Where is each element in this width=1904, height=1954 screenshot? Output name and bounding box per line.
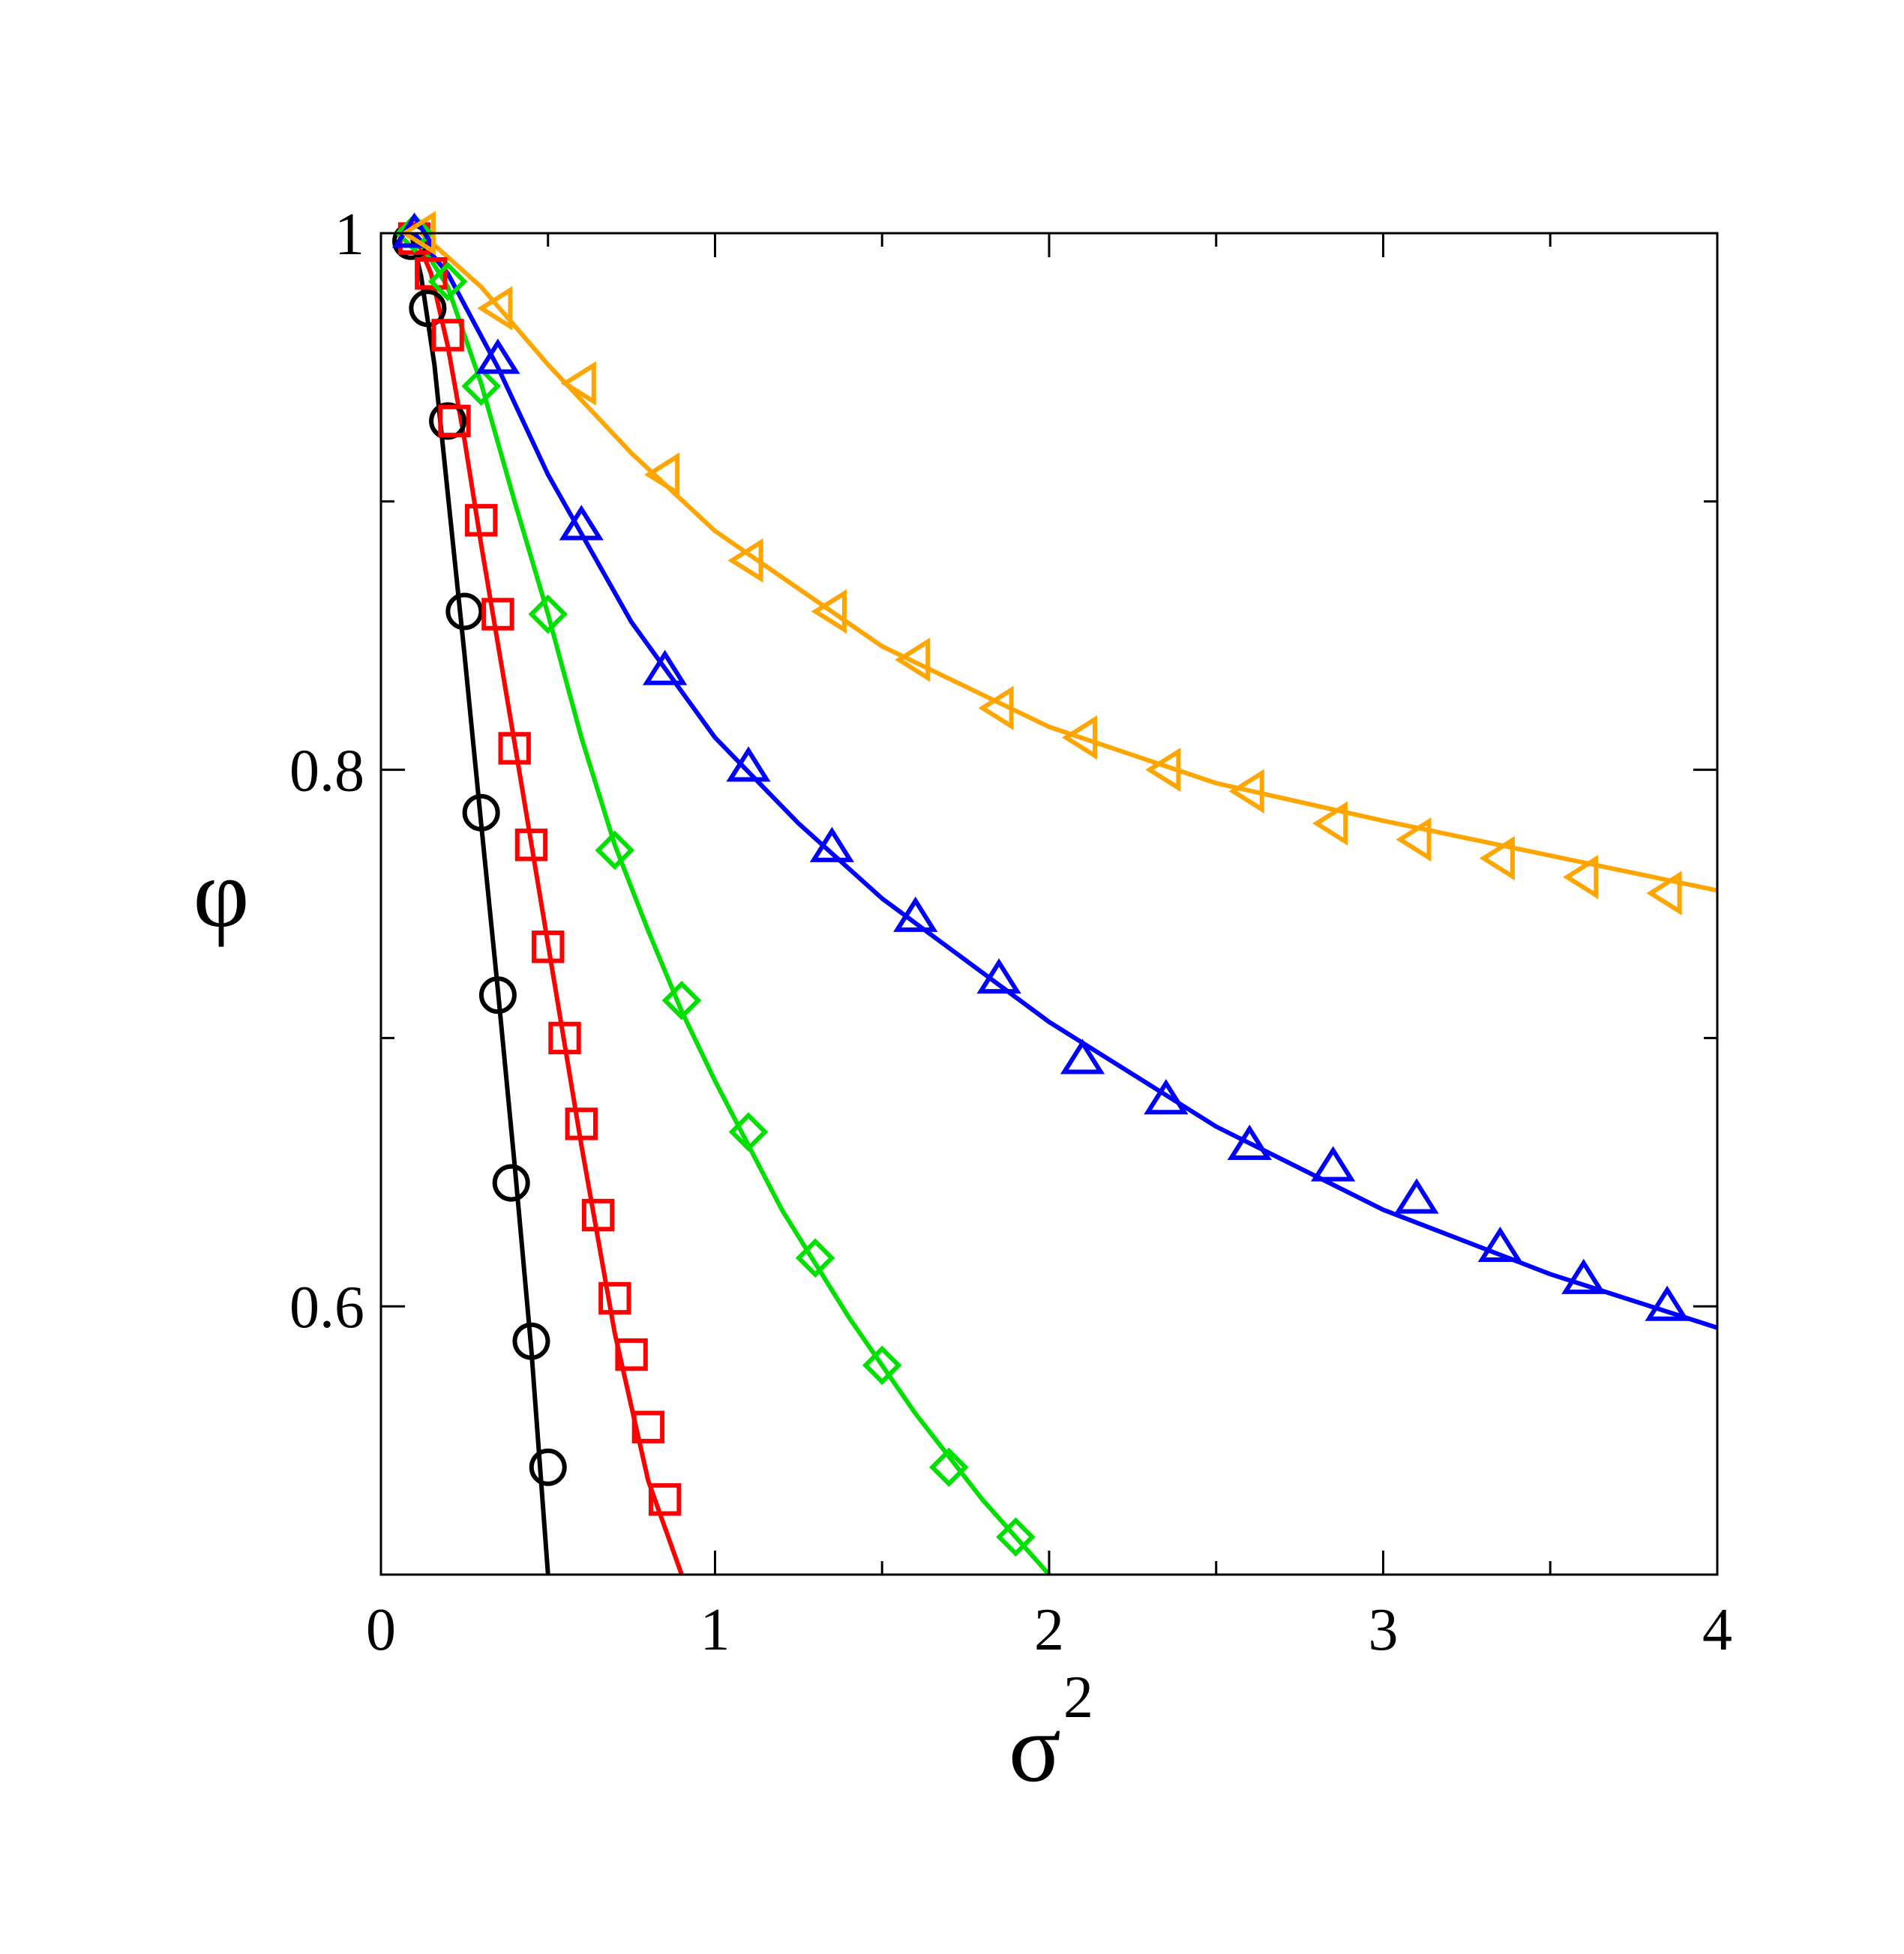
series-4-point	[477, 286, 513, 331]
series-1-point	[565, 1107, 598, 1140]
axis-ticks	[379, 232, 1719, 1575]
series-2-point	[461, 366, 501, 406]
series-2-point	[795, 1238, 835, 1278]
series-3-point	[1227, 1124, 1272, 1161]
series-2-point	[862, 1345, 902, 1386]
series-4-point	[644, 452, 680, 497]
series-2-curve	[412, 233, 1051, 1575]
series-3-point	[643, 649, 688, 685]
series-3-point	[475, 338, 520, 374]
series-1-point	[598, 1281, 631, 1315]
series-0-point	[429, 402, 467, 440]
series-2-point	[427, 262, 468, 301]
series-4-point	[1646, 871, 1682, 916]
series-2-point	[728, 1112, 769, 1152]
series-1-point	[431, 319, 464, 352]
series-0-point	[409, 289, 447, 328]
series-2-point	[394, 213, 434, 253]
plot-frame	[379, 232, 1719, 1576]
data-markers	[391, 211, 1690, 1557]
series-2-point	[996, 1517, 1036, 1557]
series-0-point	[529, 1448, 567, 1486]
series-4-point	[1312, 801, 1348, 846]
fit-curves	[409, 233, 1717, 1575]
series-4-curve	[418, 233, 1717, 893]
series-1-point	[498, 732, 531, 765]
series-4-point	[560, 361, 596, 406]
y-tick-label: 1	[334, 202, 364, 268]
series-3-point	[1144, 1079, 1189, 1115]
series-3-point	[809, 826, 855, 862]
x-tick-label: 1	[700, 1597, 730, 1663]
x-tick-label: 4	[1702, 1597, 1732, 1663]
series-3-curve	[412, 233, 1717, 1330]
series-0-point	[462, 793, 500, 832]
series-3-point	[726, 746, 771, 782]
series-4-point	[727, 538, 763, 583]
series-3-point	[1394, 1178, 1439, 1214]
series-4-point	[1479, 836, 1515, 881]
series-1-point	[631, 1410, 665, 1443]
series-4-point	[895, 637, 931, 682]
series-0-point	[492, 1164, 530, 1202]
x-tick-label: 3	[1369, 1597, 1399, 1663]
x-tick-label: 0	[366, 1597, 396, 1663]
series-3-point	[1645, 1285, 1690, 1321]
series-2-point	[929, 1447, 969, 1488]
series-1-point	[648, 1483, 682, 1516]
series-1-point	[514, 829, 548, 862]
series-1-point	[581, 1198, 615, 1232]
series-4-point	[1396, 817, 1432, 862]
series-4-point	[1145, 747, 1181, 793]
series-4-point	[1563, 855, 1599, 900]
series-0-point	[478, 976, 517, 1014]
series-2-point	[528, 594, 568, 634]
series-1-point	[481, 598, 514, 631]
y-tick-label: 0.8	[289, 739, 364, 805]
series-0-curve	[409, 233, 550, 1575]
y-axis-label: φ	[193, 840, 249, 948]
series-1-point	[532, 931, 565, 964]
x-axis-label-superscript: 2	[1063, 1665, 1093, 1731]
series-1-point	[615, 1338, 648, 1371]
series-0-point	[445, 592, 484, 631]
series-1-point	[548, 1021, 581, 1055]
series-3-point	[559, 505, 604, 541]
series-3-point	[1477, 1226, 1523, 1262]
series-4-point	[1228, 769, 1264, 814]
x-tick-label: 2	[1034, 1597, 1064, 1663]
series-4-point	[1061, 715, 1098, 760]
series-0-point	[512, 1322, 550, 1360]
series-3-point	[1561, 1258, 1606, 1294]
series-3-point	[893, 896, 938, 932]
series-2-point	[595, 830, 635, 871]
series-3-point	[976, 958, 1021, 994]
series-4-point	[978, 685, 1014, 730]
series-1-point	[464, 504, 498, 537]
series-1-point	[415, 256, 448, 290]
series-3-point	[1311, 1146, 1356, 1182]
x-axis-label: σ	[1009, 1695, 1061, 1803]
series-2-point	[661, 981, 702, 1020]
axis-tick-labels: 0 1 2 3 4 0.6 0.8 1	[289, 202, 1732, 1663]
series-1-point	[438, 404, 471, 438]
series-4-point	[811, 589, 847, 634]
y-tick-label: 0.6	[289, 1275, 364, 1341]
series-3-point	[1060, 1038, 1105, 1074]
